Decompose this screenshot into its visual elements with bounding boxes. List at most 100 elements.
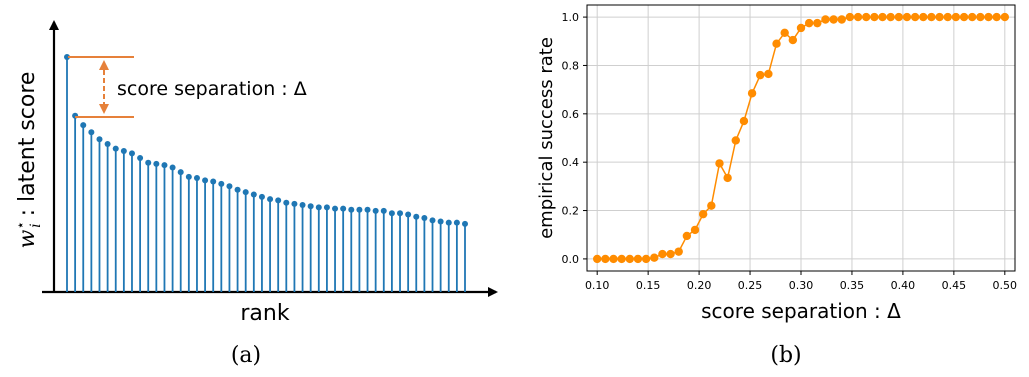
data-point [927,12,936,22]
data-point [756,70,765,80]
data-point [829,15,838,24]
stem-marker [153,160,160,167]
data-point [878,12,887,22]
y-label-text: : latent score [15,72,40,224]
data-point [772,39,781,48]
data-point [747,89,757,98]
x-tick-label: 0.50 [993,279,1018,292]
data-point [1000,12,1010,22]
data-point [715,159,724,168]
stem-marker [185,173,192,180]
panel-a-caption: (a) [231,343,261,368]
panel-a-y-label: w⋆i : latent score [13,72,44,249]
data-point [862,12,871,22]
stem-marker [388,210,395,217]
data-point [682,231,692,241]
data-point [641,254,651,264]
x-tick-label: 0.25 [738,279,763,292]
data-point [813,18,822,28]
data-point [764,69,773,79]
svg-text:w⋆i : latent score: w⋆i : latent score [13,72,44,249]
data-point [658,249,667,259]
stem-marker [226,183,233,190]
stem-marker [88,129,95,136]
data-point [592,254,602,264]
x-tick-label: 0.40 [891,279,916,292]
y-tick-label: 0.0 [562,253,580,266]
data-point [707,201,716,210]
stem-marker [323,204,330,211]
stem-marker [332,205,339,212]
panel-b-x-ticks: 0.10 0.15 0.20 0.25 0.30 0.35 0.40 0.45 0.50 [585,271,1017,292]
stem-marker [120,148,127,154]
stem-marker [340,205,347,212]
x-tick-label: 0.45 [942,279,967,292]
data-point [837,15,846,24]
y-tick-label: 0.6 [562,108,580,121]
panel-b-caption: (b) [770,343,801,368]
data-point [617,254,626,264]
y-label-sup: ⋆ [13,221,29,230]
stem-marker [169,164,176,171]
data-point [894,12,904,22]
y-tick-label: 0.4 [562,156,580,169]
data-point [910,12,920,22]
data-point [780,28,789,38]
data-point [625,254,634,264]
stem-marker [315,204,322,211]
data-point [788,35,798,45]
y-tick-label: 0.8 [562,59,580,72]
stem-marker [104,140,111,147]
x-tick-label: 0.30 [789,279,814,292]
data-point [992,12,1001,22]
x-tick-label: 0.10 [585,279,610,292]
stem-marker [250,191,257,198]
stem-marker [96,136,103,143]
data-point [853,12,863,22]
stem-marker [397,210,404,217]
data-point [943,12,952,22]
data-point [902,12,912,22]
stem-marker [145,159,152,166]
panel-a-stems [64,54,468,292]
stem-marker [445,219,452,226]
y-tick-label: 0.2 [562,205,580,218]
data-point [984,12,993,22]
stem-marker [364,206,371,213]
stem-marker [128,150,135,157]
panel-b-x-label: score separation : Δ [701,299,901,323]
stem-marker [291,200,298,207]
x-tick-label: 0.35 [840,279,865,292]
data-point [609,254,618,264]
data-point [739,116,749,126]
stem-marker [380,207,387,214]
stem-marker [283,199,290,206]
stem-marker [421,214,428,221]
stem-marker [405,211,412,218]
data-point [650,253,659,262]
stem-marker [242,189,249,196]
data-point [674,247,683,256]
panel-b-line-chart: 0.10 0.15 0.20 0.25 0.30 0.35 0.40 0.45 0.50 0.0… [536,4,1017,368]
panel-b-y-label: empirical success rate [536,37,557,239]
stem-marker [80,122,87,129]
stem-marker [137,155,144,162]
stem-marker [193,175,200,182]
x-tick-label: 0.20 [687,279,712,292]
stem-marker [299,202,306,209]
stem-marker [161,162,168,169]
y-tick-label: 1.0 [562,11,580,24]
data-point [804,18,814,28]
panel-a-x-label: rank [240,301,289,326]
data-point [959,12,969,22]
stem-marker [453,219,460,226]
stem-marker [462,220,468,227]
success-rate-points [592,12,1010,264]
stem-marker [307,203,314,210]
stem-marker [218,180,225,187]
data-point [601,254,610,264]
score-separation-annotation: score separation : Δ [68,56,307,118]
data-point [690,225,700,235]
y-label-sub: i [28,223,44,227]
